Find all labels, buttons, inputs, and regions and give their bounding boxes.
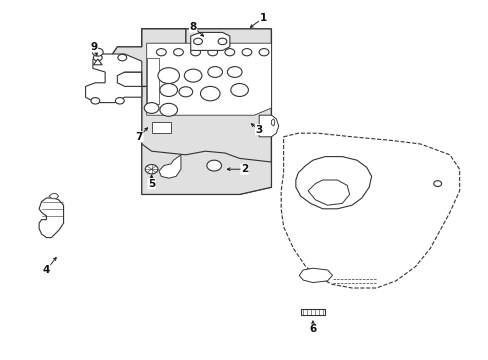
- Circle shape: [227, 67, 242, 77]
- Text: 4: 4: [42, 265, 50, 275]
- Polygon shape: [281, 133, 459, 288]
- Circle shape: [190, 49, 200, 56]
- Circle shape: [207, 67, 222, 77]
- Polygon shape: [110, 29, 185, 86]
- Bar: [300, 309, 325, 315]
- Polygon shape: [299, 268, 332, 283]
- Circle shape: [179, 87, 192, 97]
- Polygon shape: [151, 122, 171, 133]
- Circle shape: [91, 98, 100, 104]
- Polygon shape: [271, 119, 274, 126]
- Circle shape: [118, 54, 126, 61]
- Circle shape: [242, 49, 251, 56]
- Polygon shape: [142, 29, 271, 194]
- Circle shape: [200, 86, 220, 101]
- Text: 5: 5: [148, 179, 155, 189]
- Polygon shape: [146, 43, 271, 115]
- Polygon shape: [146, 58, 159, 104]
- Polygon shape: [39, 198, 63, 238]
- Circle shape: [193, 38, 202, 45]
- Text: 7: 7: [135, 132, 143, 142]
- Circle shape: [93, 54, 102, 61]
- Polygon shape: [142, 144, 271, 194]
- Circle shape: [115, 98, 124, 104]
- Polygon shape: [49, 194, 59, 199]
- Polygon shape: [307, 180, 349, 205]
- Circle shape: [224, 49, 234, 56]
- Circle shape: [173, 49, 183, 56]
- Polygon shape: [85, 54, 142, 103]
- Text: 1: 1: [259, 13, 266, 23]
- Text: 6: 6: [309, 324, 316, 334]
- Polygon shape: [93, 59, 102, 65]
- Circle shape: [218, 38, 226, 45]
- Circle shape: [145, 165, 158, 174]
- Circle shape: [160, 103, 177, 116]
- Circle shape: [160, 84, 177, 96]
- Text: 9: 9: [90, 42, 97, 52]
- Polygon shape: [259, 115, 278, 137]
- Text: 2: 2: [241, 164, 247, 174]
- Circle shape: [207, 49, 217, 56]
- Text: 3: 3: [255, 125, 262, 135]
- Circle shape: [144, 103, 159, 113]
- Polygon shape: [159, 155, 181, 178]
- Circle shape: [433, 181, 441, 186]
- Text: 8: 8: [189, 22, 196, 32]
- Circle shape: [184, 69, 202, 82]
- Circle shape: [92, 48, 103, 56]
- Polygon shape: [295, 157, 371, 209]
- Circle shape: [158, 68, 179, 84]
- Circle shape: [156, 49, 166, 56]
- Circle shape: [259, 49, 268, 56]
- Polygon shape: [190, 32, 229, 50]
- Circle shape: [230, 84, 248, 96]
- Circle shape: [206, 160, 221, 171]
